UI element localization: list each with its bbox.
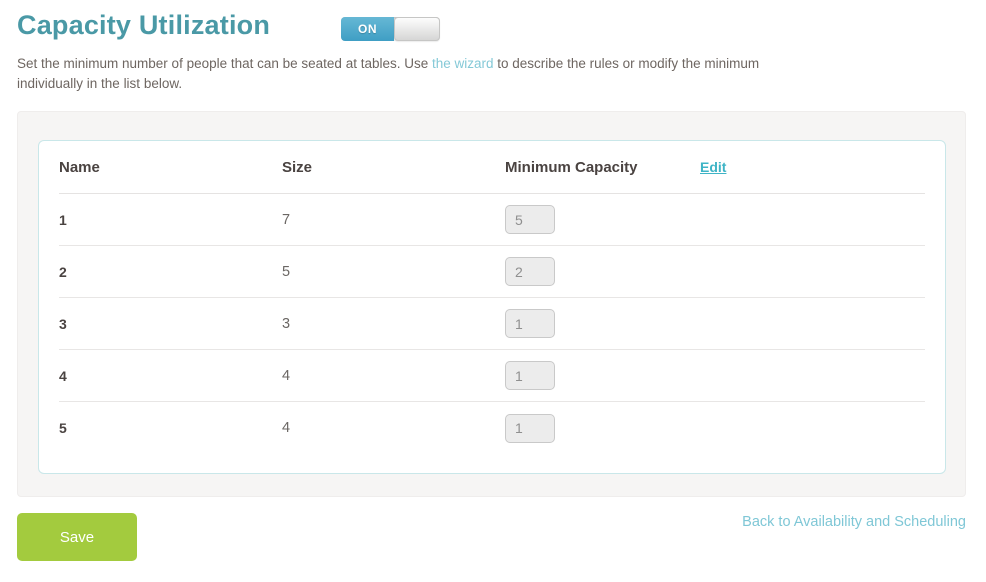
- table-row: 1 7: [59, 194, 925, 246]
- row-name: 4: [59, 367, 67, 384]
- row-name: 1: [59, 211, 67, 228]
- capacity-toggle[interactable]: ON: [341, 17, 440, 41]
- row-name: 5: [59, 420, 67, 436]
- row-size: 4: [282, 367, 291, 384]
- min-capacity-input[interactable]: [505, 309, 555, 338]
- table-row: 3 3: [59, 298, 925, 350]
- min-capacity-input[interactable]: [505, 361, 555, 390]
- row-capacity-cell: [505, 309, 700, 338]
- description-part1: Set the minimum number of people that ca…: [17, 56, 432, 71]
- row-size: 3: [282, 315, 291, 332]
- toggle-on-label: ON: [341, 17, 394, 41]
- table-row: 4 4: [59, 350, 925, 402]
- edit-link[interactable]: Edit: [700, 159, 727, 175]
- table-row: 2 5: [59, 246, 925, 298]
- column-header-name: Name: [59, 158, 100, 176]
- description-text: Set the minimum number of people that ca…: [17, 54, 927, 94]
- column-header-min-capacity: Minimum Capacity: [505, 158, 638, 176]
- row-capacity-cell: [505, 205, 700, 234]
- save-button[interactable]: Save: [17, 513, 137, 561]
- min-capacity-input[interactable]: [505, 205, 555, 234]
- row-size: 7: [282, 211, 291, 228]
- row-capacity-cell: [505, 413, 700, 443]
- row-size: 5: [282, 263, 291, 280]
- description-part2: to describe the rules or modify the mini…: [493, 56, 760, 71]
- row-capacity-cell: [505, 257, 700, 286]
- back-to-availability-link[interactable]: Back to Availability and Scheduling: [742, 514, 966, 530]
- table-body: 1 7 2 5 3 3 4 4 5 4: [59, 194, 925, 454]
- wizard-link[interactable]: the wizard: [432, 56, 494, 71]
- table-header-row: Name Size Minimum Capacity Edit: [59, 141, 925, 194]
- page-title: Capacity Utilization: [17, 10, 271, 40]
- toggle-knob[interactable]: [394, 17, 440, 41]
- row-name: 2: [59, 263, 67, 280]
- table-row: 5 4: [59, 402, 925, 454]
- capacity-panel: Name Size Minimum Capacity Edit 1 7 2 5 …: [17, 111, 966, 497]
- tables-card: Name Size Minimum Capacity Edit 1 7 2 5 …: [38, 140, 946, 474]
- min-capacity-input[interactable]: [505, 413, 555, 443]
- min-capacity-input[interactable]: [505, 257, 555, 286]
- column-header-size: Size: [282, 158, 313, 176]
- row-name: 3: [59, 315, 67, 332]
- row-capacity-cell: [505, 361, 700, 390]
- description-line2: individually in the list below.: [17, 76, 183, 91]
- row-size: 4: [282, 420, 291, 436]
